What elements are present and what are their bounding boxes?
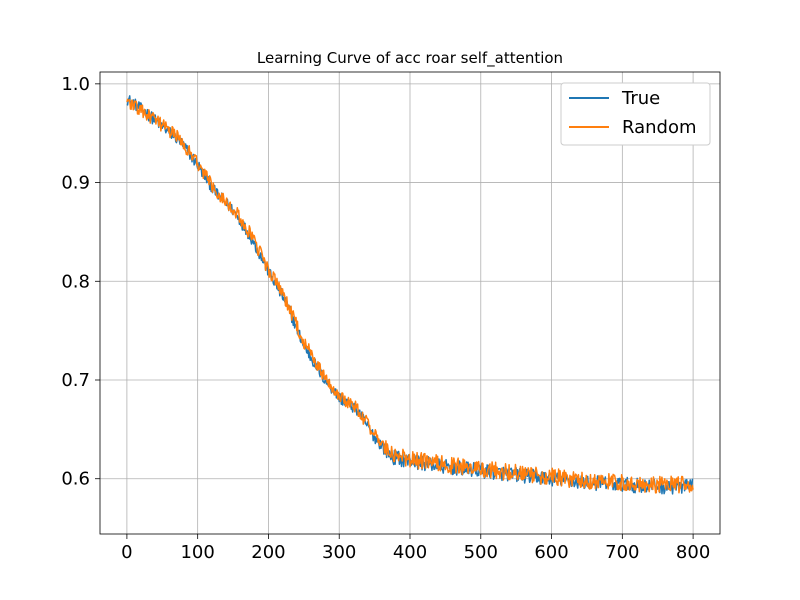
series-line-random — [126, 98, 694, 494]
x-tick-label: 600 — [534, 542, 568, 563]
x-tick-label: 200 — [251, 542, 285, 563]
legend-label-true: True — [621, 88, 660, 109]
x-tick-label: 100 — [180, 542, 214, 563]
chart-title: Learning Curve of acc roar self_attentio… — [257, 49, 563, 68]
y-tick-label: 0.6 — [61, 469, 90, 490]
legend-label-random: Random — [622, 117, 697, 138]
plot-area: 0 100 200 300 400 500 600 700 800 0.6 0.7 0.8 0.9 1.0… — [61, 71, 721, 563]
x-tick-label: 700 — [605, 542, 639, 563]
plot-frame — [99, 71, 721, 535]
legend: True Random — [560, 82, 711, 146]
y-tick-label: 0.8 — [61, 271, 90, 292]
x-tick-label: 300 — [322, 542, 356, 563]
y-tick-label: 1.0 — [61, 74, 90, 95]
y-tick-label: 0.9 — [61, 173, 90, 194]
x-tick-label: 400 — [393, 542, 427, 563]
x-tick-label: 800 — [676, 542, 710, 563]
y-tick-label: 0.7 — [61, 370, 90, 391]
x-tick-label: 0 — [121, 542, 132, 563]
x-tick-label: 500 — [464, 542, 498, 563]
